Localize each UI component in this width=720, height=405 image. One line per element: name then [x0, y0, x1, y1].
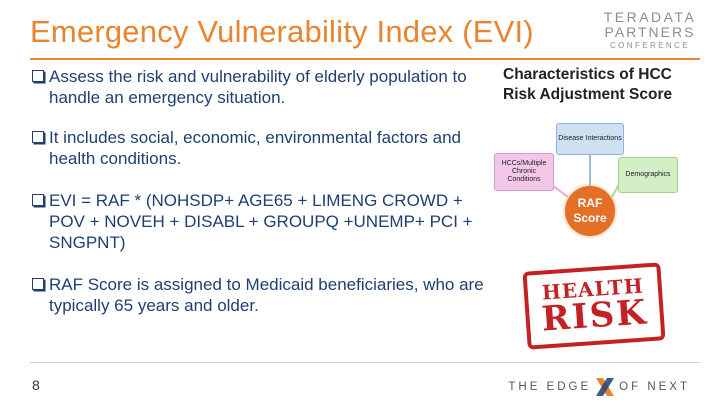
- figure-title: Characteristics of HCC Risk Adjustment S…: [503, 66, 673, 103]
- health-risk-stamp: HEALTH RISK: [522, 262, 666, 350]
- score-label: Score: [573, 211, 607, 225]
- footer-tagline: THE EDGE OF NEXT: [508, 376, 690, 398]
- checkbox-bullet-icon: [32, 70, 44, 82]
- checkbox-bullet-icon: [32, 278, 44, 290]
- logo-line-2: PARTNERS: [604, 24, 696, 40]
- hcc-diagram: Disease Interactions HCCs/Multiple Chron…: [484, 117, 684, 247]
- bullet-item: It includes social, economic, environmen…: [30, 127, 485, 169]
- raf-label: RAF: [577, 196, 603, 210]
- hcc-chronic-conditions-box: HCCs/Multiple Chronic Conditions: [494, 153, 554, 191]
- checkbox-bullet-icon: [32, 194, 44, 206]
- teradata-partners-logo: TERADATA PARTNERS CONFERENCE: [598, 10, 702, 50]
- bullet-text: EVI = RAF * (NOHSDP+ AGE65 + LIMENG CROW…: [49, 191, 473, 252]
- slide-title: Emergency Vulnerability Index (EVI): [30, 14, 534, 49]
- x-logo-icon: [596, 378, 615, 396]
- raf-score-circle: RAF Score: [565, 186, 615, 236]
- tagline-left: THE EDGE: [508, 381, 592, 393]
- bullet-text: It includes social, economic, environmen…: [49, 128, 461, 168]
- bullet-item: EVI = RAF * (NOHSDP+ AGE65 + LIMENG CROW…: [30, 190, 485, 253]
- title-divider: [30, 58, 700, 60]
- checkbox-bullet-icon: [32, 131, 44, 143]
- bullet-list: Assess the risk and vulnerability of eld…: [30, 66, 485, 335]
- footer-divider: [30, 362, 700, 363]
- bullet-text: RAF Score is assigned to Medicaid benefi…: [49, 275, 484, 315]
- bullet-text: Assess the risk and vulnerability of eld…: [49, 67, 467, 107]
- bullet-item: Assess the risk and vulnerability of eld…: [30, 66, 485, 108]
- demographics-box: Demographics: [618, 157, 678, 193]
- stamp-line-2: RISK: [540, 292, 650, 340]
- tagline-right: OF NEXT: [619, 381, 690, 393]
- logo-line-3: CONFERENCE: [609, 41, 690, 50]
- bullet-item: RAF Score is assigned to Medicaid benefi…: [30, 274, 485, 316]
- logo-line-1: TERADATA: [603, 9, 697, 25]
- page-number: 8: [32, 377, 40, 393]
- disease-interactions-box: Disease Interactions: [556, 123, 624, 155]
